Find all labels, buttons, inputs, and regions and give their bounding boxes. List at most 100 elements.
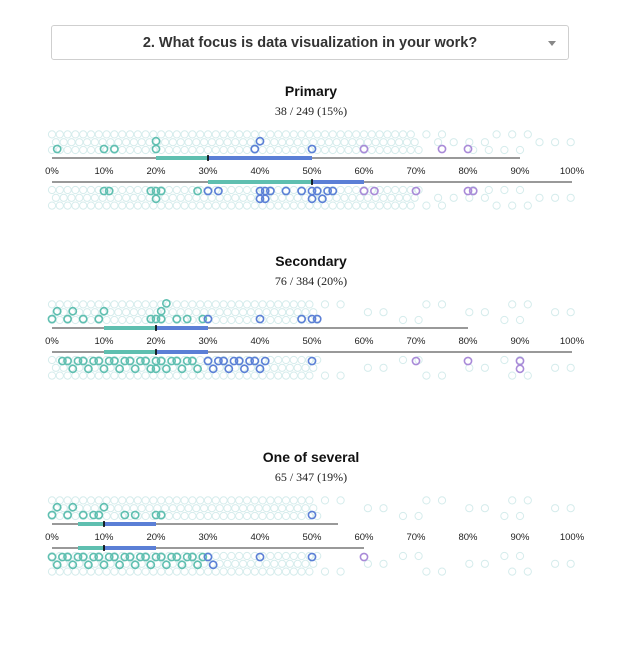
background-dot [211,315,220,325]
background-dot [157,145,166,155]
background-dot [125,185,135,195]
background-dot [398,355,408,365]
background-dot [63,130,72,139]
background-dot [161,193,170,202]
background-dot [188,145,197,155]
background-dot [188,511,197,521]
background-dot [289,201,298,210]
background-dot [192,193,201,202]
background-dot [359,201,369,210]
background-dot [118,496,127,505]
background-dot [398,145,408,155]
background-dot [114,138,123,147]
background-dot [336,201,345,210]
population-point [146,560,156,570]
population-point [146,186,156,196]
background-dot [235,145,244,155]
background-dot [122,308,131,317]
background-dot [508,371,517,380]
population-point [219,356,228,366]
background-dot [523,567,532,576]
background-dot [79,201,88,210]
background-dot [332,193,341,202]
background-dot [164,315,174,325]
population-point [73,356,83,366]
background-dot [239,308,248,317]
population-point [245,356,254,366]
background-dot [106,193,115,202]
background-dot [274,300,283,309]
background-dot [86,315,96,325]
population-point [182,356,192,366]
background-dot [508,496,517,505]
background-dot [320,567,330,576]
background-dot [184,138,193,147]
background-dot [102,315,111,325]
background-dot [102,130,111,139]
sample-point [307,144,317,154]
background-dot [180,185,189,195]
x-tick-label: 100% [560,166,585,177]
sample-point [94,510,104,520]
background-dot [266,511,275,521]
background-dot [363,504,372,513]
background-dot [188,315,197,325]
background-dot [90,138,100,147]
x-tick-label: 100% [560,336,585,347]
background-dot [219,371,228,380]
background-dot [172,496,181,505]
background-dot [215,138,224,147]
background-dot [172,511,181,521]
x-tick-label: 40% [250,532,270,543]
background-dot [437,371,447,380]
chart-subtitle: 38 / 249 (15%) [275,104,347,118]
x-tick-label: 80% [458,532,478,543]
population-point [156,552,166,562]
background-dot [289,355,298,365]
background-dot [406,145,415,155]
population-point [411,186,421,196]
background-dot [83,193,92,202]
background-dot [59,363,68,372]
population-point [99,560,109,570]
background-dot [172,130,181,139]
population-point [89,356,98,366]
background-dot [297,300,306,309]
background-dot [383,185,392,195]
sample-point [312,314,322,324]
background-dot [133,315,142,325]
question-select[interactable]: 2. What focus is data visualization in y… [51,25,569,60]
background-dot [207,138,216,147]
x-tick-label: 70% [406,532,426,543]
background-dot [86,130,96,139]
background-dot [196,511,205,521]
background-dot [402,193,411,202]
background-dot [59,193,68,202]
x-tick-label: 0% [45,532,59,543]
chart-subtitle: 76 / 384 (20%) [275,274,347,288]
background-dot [293,138,302,147]
background-dot [437,567,447,576]
background-dot [219,130,228,139]
population-point [84,560,93,570]
background-dot [63,300,72,309]
background-dot [145,504,154,513]
sample-point [47,314,57,324]
population-point [213,186,223,196]
background-dot [129,138,138,147]
background-dot [285,308,294,317]
background-dot [114,308,123,317]
x-tick-label: 10% [94,532,114,543]
background-dot [414,551,423,561]
background-dot [535,193,544,202]
population-point [187,552,197,562]
sample-point [110,144,119,154]
background-dot [79,145,88,155]
population-point [120,552,130,562]
chart-title: Secondary [275,253,347,269]
background-dot [227,130,236,139]
background-dot [203,371,213,380]
background-dot [363,193,372,202]
background-dot [235,371,244,380]
